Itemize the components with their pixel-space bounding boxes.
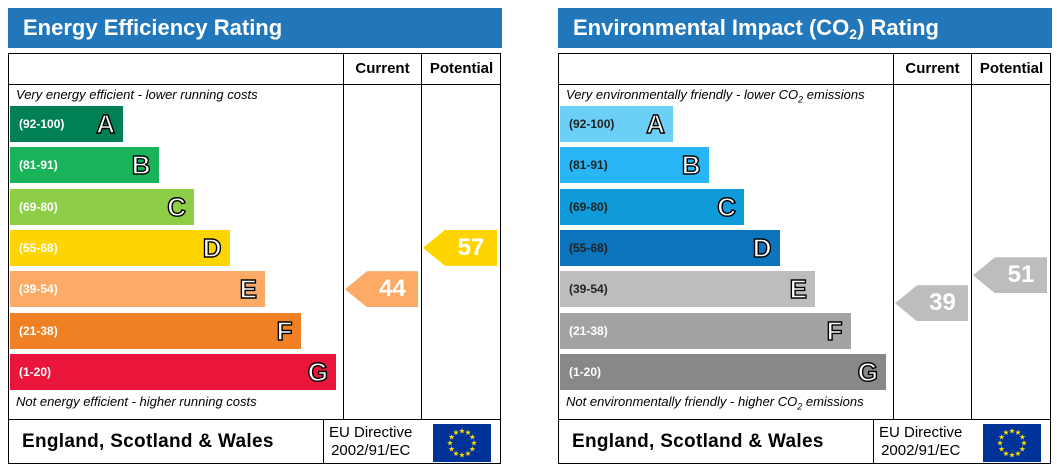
eu-star: ★	[448, 445, 455, 454]
band-letter: F	[276, 315, 293, 346]
band-letter: E	[239, 273, 258, 305]
current-rating-marker-value: 44	[379, 275, 406, 303]
band-range-label: (92-100)	[19, 117, 65, 131]
rating-band-f: (21-38) F	[10, 312, 301, 349]
eu-star: ★	[1009, 427, 1016, 436]
eu-flag-icon: ★ ★ ★ ★ ★ ★ ★ ★ ★ ★ ★ ★	[983, 424, 1041, 462]
bottom-caption: Not environmentally friendly - higher CO…	[566, 394, 864, 412]
rating-chart: Current Potential Very energy efficient …	[8, 53, 501, 420]
band-letter: B	[131, 150, 151, 181]
eu-star: ★	[1003, 449, 1010, 458]
band-letter: G	[307, 356, 329, 387]
potential-column-header: Potential	[429, 60, 494, 77]
eu-star: ★	[465, 449, 472, 458]
band-letter: C	[167, 191, 187, 222]
band-letter: C	[717, 191, 737, 222]
rating-band-e: (39-54) E	[560, 271, 815, 308]
eu-star: ★	[459, 451, 466, 460]
band-range-label: (55-68)	[569, 240, 608, 255]
band-range-label: (1-20)	[19, 364, 52, 379]
band-range-label: (55-68)	[19, 240, 58, 255]
band-letter: B	[681, 150, 701, 181]
potential-rating-marker: 57	[423, 229, 497, 266]
eu-star: ★	[1019, 433, 1026, 442]
eu-star: ★	[469, 433, 476, 442]
band-range-label: (39-54)	[569, 282, 608, 297]
band-range-label: (81-91)	[569, 158, 608, 173]
eu-star: ★	[447, 439, 454, 448]
rating-band-f: (21-38) F	[560, 312, 851, 349]
eu-star: ★	[1019, 445, 1026, 454]
eu-star: ★	[998, 433, 1005, 442]
region-label: England, Scotland & Wales	[22, 431, 274, 452]
current-rating-marker-value: 39	[929, 289, 956, 317]
potential-rating-marker: 51	[973, 257, 1047, 294]
potential-rating-marker-value: 51	[1007, 261, 1035, 289]
panel-title: Environmental Impact (CO2) Rating	[558, 8, 1052, 48]
eu-star: ★	[465, 428, 472, 437]
eu-star: ★	[998, 445, 1005, 454]
top-caption: Very energy efficient - lower running co…	[16, 87, 258, 102]
rating-band-a: (92-100) A	[560, 106, 673, 142]
eu-star: ★	[448, 433, 455, 442]
band-range-label: (21-38)	[569, 323, 608, 338]
current-column-header: Current	[905, 60, 960, 77]
band-letter: F	[826, 315, 843, 346]
band-letter: D	[752, 232, 772, 263]
eu-flag-icon: ★ ★ ★ ★ ★ ★ ★ ★ ★ ★ ★ ★	[433, 424, 491, 462]
rating-band-b: (81-91) B	[560, 147, 709, 184]
footer: England, Scotland & Wales EU Directive 2…	[8, 419, 501, 464]
eu-directive: EU Directive 2002/91/EC	[879, 424, 963, 459]
rating-band-e: (39-54) E	[10, 271, 265, 308]
rating-band-g: (1-20) G	[560, 353, 886, 390]
band-letter: G	[857, 356, 879, 387]
footer: England, Scotland & Wales EU Directive 2…	[558, 419, 1051, 464]
rating-band-b: (81-91) B	[10, 147, 159, 184]
eu-star: ★	[459, 427, 466, 436]
band-range-label: (81-91)	[19, 158, 58, 173]
environmental-impact-panel: Environmental Impact (CO2) Rating Curren…	[558, 8, 1052, 464]
eu-star: ★	[471, 439, 478, 448]
eu-star: ★	[453, 428, 460, 437]
bottom-caption: Not energy efficient - higher running co…	[16, 394, 257, 409]
rating-band-g: (1-20) G	[10, 353, 336, 390]
eu-star: ★	[453, 449, 460, 458]
band-range-label: (21-38)	[19, 323, 58, 338]
band-range-label: (69-80)	[569, 199, 608, 214]
energy-efficiency-panel: Energy Efficiency Rating Current Potenti…	[8, 8, 502, 464]
band-range-label: (1-20)	[569, 364, 602, 379]
band-range-label: (39-54)	[19, 282, 58, 297]
current-column-header: Current	[355, 60, 410, 77]
region-label: England, Scotland & Wales	[572, 431, 824, 452]
rating-band-d: (55-68) D	[560, 229, 780, 266]
rating-band-c: (69-80) C	[560, 188, 744, 225]
band-range-label: (92-100)	[569, 117, 615, 131]
potential-rating-marker-value: 57	[457, 233, 485, 261]
eu-star: ★	[1015, 428, 1022, 437]
band-range-label: (69-80)	[19, 199, 58, 214]
eu-star: ★	[997, 439, 1004, 448]
eu-star: ★	[1021, 439, 1028, 448]
potential-column-header: Potential	[979, 60, 1044, 77]
rating-chart: Current Potential Very environmentally f…	[558, 53, 1051, 420]
rating-band-a: (92-100) A	[10, 106, 123, 142]
eu-star: ★	[1009, 451, 1016, 460]
eu-directive: EU Directive 2002/91/EC	[329, 424, 413, 459]
band-letter: E	[789, 273, 808, 305]
current-rating-marker: 39	[895, 285, 968, 322]
eu-star: ★	[469, 445, 476, 454]
band-letter: A	[96, 108, 116, 139]
panel-title: Energy Efficiency Rating	[8, 8, 502, 48]
eu-star: ★	[1015, 449, 1022, 458]
eu-star: ★	[1003, 428, 1010, 437]
rating-band-c: (69-80) C	[10, 188, 194, 225]
band-letter: A	[646, 108, 666, 139]
rating-band-d: (55-68) D	[10, 229, 230, 266]
top-caption: Very environmentally friendly - lower CO…	[566, 87, 865, 105]
current-rating-marker: 44	[345, 271, 418, 308]
band-letter: D	[202, 232, 222, 263]
